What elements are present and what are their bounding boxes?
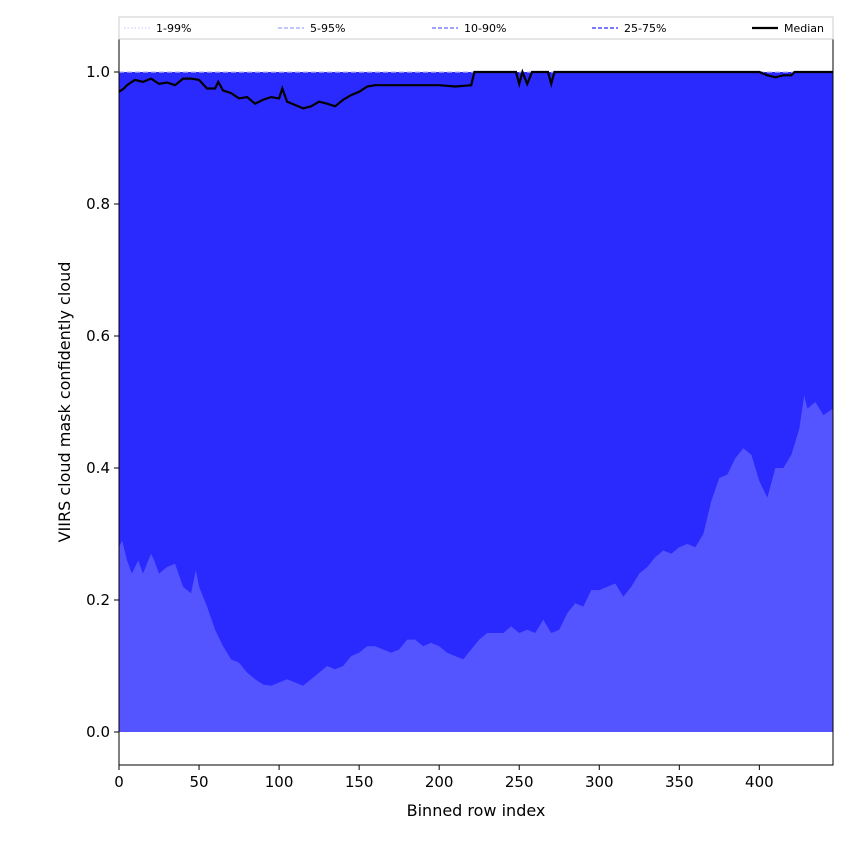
x-tick-label: 200 (425, 773, 454, 791)
y-tick-label: 0.2 (86, 591, 110, 609)
legend-label: 10-90% (464, 22, 506, 35)
y-axis-ticks: 0.0 0.2 0.4 0.6 0.8 1.0 (86, 63, 119, 741)
x-tick-label: 150 (345, 773, 374, 791)
band-1-99 (119, 395, 833, 732)
legend-items: 1-99% 5-95% 10-90% 25-75% Median (124, 22, 824, 35)
x-tick-label: 100 (265, 773, 294, 791)
legend-label: 5-95% (310, 22, 345, 35)
x-tick-label: 0 (114, 773, 124, 791)
legend-label: 25-75% (624, 22, 666, 35)
x-tick-label: 250 (505, 773, 534, 791)
x-tick-label: 350 (665, 773, 694, 791)
legend: 1-99% 5-95% 10-90% 25-75% Median (118, 16, 834, 40)
y-tick-label: 0.4 (86, 459, 110, 477)
y-tick-label: 1.0 (86, 63, 110, 81)
legend-label: 1-99% (156, 22, 191, 35)
y-tick-label: 0.8 (86, 195, 110, 213)
y-tick-label: 0.0 (86, 723, 110, 741)
median-line (118, 68, 833, 110)
y-axis-label: VIIRS cloud mask confidently cloud (55, 262, 74, 543)
x-tick-label: 50 (189, 773, 208, 791)
x-axis-ticks: 0 50 100 150 200 250 300 350 400 (114, 765, 774, 791)
axes: 0 50 100 150 200 250 300 350 400 0.0 0.2 0.4 0.6 0.8… (55, 38, 834, 820)
x-tick-label: 300 (585, 773, 614, 791)
legend-label: Median (784, 22, 824, 35)
x-axis-label: Binned row index (407, 801, 546, 820)
plot-area (118, 39, 833, 765)
y-tick-label: 0.6 (86, 327, 110, 345)
legend-box (118, 16, 834, 40)
x-tick-label: 400 (745, 773, 774, 791)
